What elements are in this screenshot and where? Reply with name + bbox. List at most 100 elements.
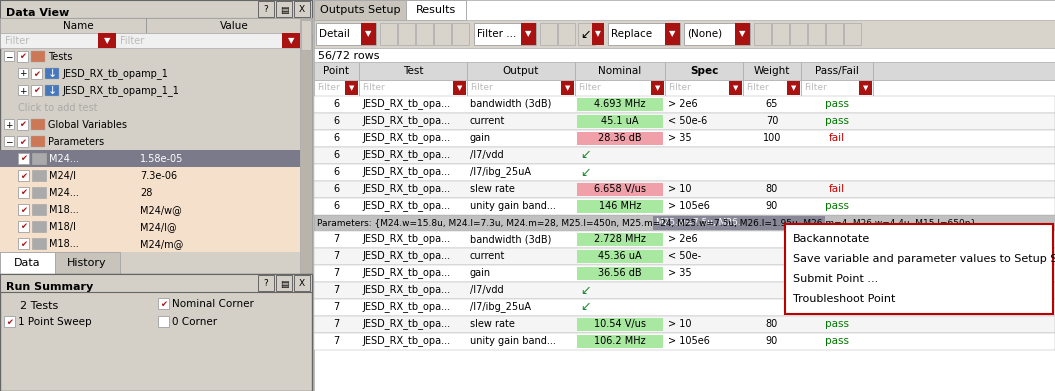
Text: ▼: ▼: [103, 36, 111, 45]
Bar: [859, 81, 872, 95]
Text: ✔: ✔: [34, 70, 40, 79]
Text: Replace: Replace: [611, 29, 652, 39]
Text: pass: pass: [825, 201, 849, 211]
Text: JESD_RX_tb_opa...: JESD_RX_tb_opa...: [362, 149, 450, 160]
Text: M24/I@: M24/I@: [140, 222, 176, 232]
Bar: [314, 282, 1055, 299]
Text: M24/w@: M24/w@: [140, 205, 181, 215]
Text: −: −: [5, 138, 13, 147]
Bar: [45, 85, 59, 96]
Bar: [592, 23, 605, 45]
Text: Tests: Tests: [47, 52, 73, 62]
Text: ▼: ▼: [863, 85, 868, 91]
Bar: [314, 164, 1055, 181]
Bar: [434, 23, 450, 45]
Text: (None): (None): [687, 29, 722, 39]
Text: > 35: > 35: [668, 268, 692, 278]
Bar: [18, 238, 28, 249]
Bar: [32, 221, 46, 232]
Bar: [665, 23, 680, 45]
Text: fail: fail: [829, 184, 845, 194]
Text: 45.36 uA: 45.36 uA: [598, 251, 641, 261]
Bar: [301, 20, 311, 50]
Text: JESD_RX_tb_opa...: JESD_RX_tb_opa...: [362, 319, 450, 330]
Bar: [4, 316, 15, 327]
Text: Nominal Corner: Nominal Corner: [172, 299, 254, 309]
Bar: [474, 23, 536, 45]
Text: 6: 6: [333, 201, 339, 211]
Text: 6: 6: [333, 99, 339, 109]
Text: JESD_RX_tb_opa...: JESD_RX_tb_opa...: [362, 285, 450, 296]
Text: Filter: Filter: [668, 84, 691, 93]
Text: ▼: ▼: [595, 29, 601, 38]
Text: Nominal: Nominal: [598, 66, 641, 76]
Text: JESD_RX_tb_opa...: JESD_RX_tb_opa...: [362, 267, 450, 278]
Bar: [314, 62, 359, 80]
Text: Name: Name: [62, 21, 93, 31]
Text: JESD_RX_tb_opa...: JESD_RX_tb_opa...: [362, 116, 450, 126]
Text: Data: Data: [14, 258, 40, 268]
Text: +: +: [19, 86, 26, 95]
Text: M18/I: M18/I: [49, 222, 76, 232]
Text: 28: 28: [140, 188, 152, 198]
Text: 4.693 MHz: 4.693 MHz: [594, 99, 646, 109]
Bar: [561, 81, 574, 95]
Bar: [31, 68, 42, 79]
Text: +: +: [5, 120, 13, 129]
Bar: [18, 170, 28, 181]
Bar: [45, 68, 59, 79]
Text: /I7/ibg_25uA: /I7/ibg_25uA: [469, 167, 531, 178]
Text: ✔: ✔: [20, 206, 27, 215]
Bar: [32, 187, 46, 198]
Text: Point: Point: [323, 66, 349, 76]
Bar: [316, 23, 376, 45]
Text: 90: 90: [766, 201, 779, 211]
Text: 28.36 dB: 28.36 dB: [598, 133, 641, 143]
Text: ▼: ▼: [738, 29, 745, 38]
Text: unity gain band...: unity gain band...: [469, 336, 556, 346]
Bar: [55, 252, 120, 274]
Bar: [32, 238, 46, 249]
Text: 6: 6: [333, 167, 339, 177]
Text: JESD_RX_tb_opa...: JESD_RX_tb_opa...: [362, 133, 450, 143]
Bar: [18, 85, 28, 95]
Bar: [577, 132, 663, 145]
Text: Filter: Filter: [578, 84, 600, 93]
Text: 7: 7: [333, 285, 339, 295]
Text: JESD_RX_tb_opamp_1_1: JESD_RX_tb_opamp_1_1: [62, 86, 179, 97]
Text: Results: Results: [416, 5, 456, 15]
Bar: [314, 181, 1055, 198]
Bar: [577, 115, 663, 128]
Bar: [359, 62, 467, 80]
Bar: [467, 62, 575, 80]
Bar: [684, 23, 750, 45]
Text: ✔: ✔: [34, 86, 40, 95]
Text: Outputs Setup: Outputs Setup: [320, 5, 400, 15]
Text: unity gain band...: unity gain band...: [469, 201, 556, 211]
Bar: [314, 248, 1055, 265]
Bar: [314, 231, 1055, 248]
Bar: [0, 18, 312, 33]
Text: Parameters: Parameters: [47, 137, 104, 147]
Bar: [32, 153, 46, 164]
Text: Filter: Filter: [469, 84, 493, 93]
Text: 90: 90: [766, 336, 779, 346]
Bar: [31, 85, 42, 96]
Text: M18...: M18...: [49, 239, 79, 249]
Bar: [314, 299, 1055, 316]
Text: JESD_RX_tb_opa...: JESD_RX_tb_opa...: [362, 183, 450, 194]
Bar: [521, 23, 536, 45]
Bar: [608, 23, 680, 45]
Text: Filter: Filter: [5, 36, 30, 46]
Bar: [314, 96, 1055, 113]
Text: JESD_RX_tb_opamp_1: JESD_RX_tb_opamp_1: [62, 68, 168, 79]
Bar: [380, 23, 397, 45]
Text: 45.1 uA: 45.1 uA: [601, 116, 638, 126]
Text: > 105e6: > 105e6: [668, 201, 710, 211]
Text: > 2e6: > 2e6: [668, 234, 697, 244]
Bar: [540, 23, 557, 45]
Text: 6: 6: [333, 184, 339, 194]
Bar: [18, 221, 28, 232]
Text: Parameters: {M24.w=15.8u, M24.l=7.3u, M24.m=28, M25.l=450n, M25.m=24, M25.w=7.5u: Parameters: {M24.w=15.8u, M24.l=7.3u, M2…: [316, 219, 976, 228]
Bar: [0, 235, 300, 252]
